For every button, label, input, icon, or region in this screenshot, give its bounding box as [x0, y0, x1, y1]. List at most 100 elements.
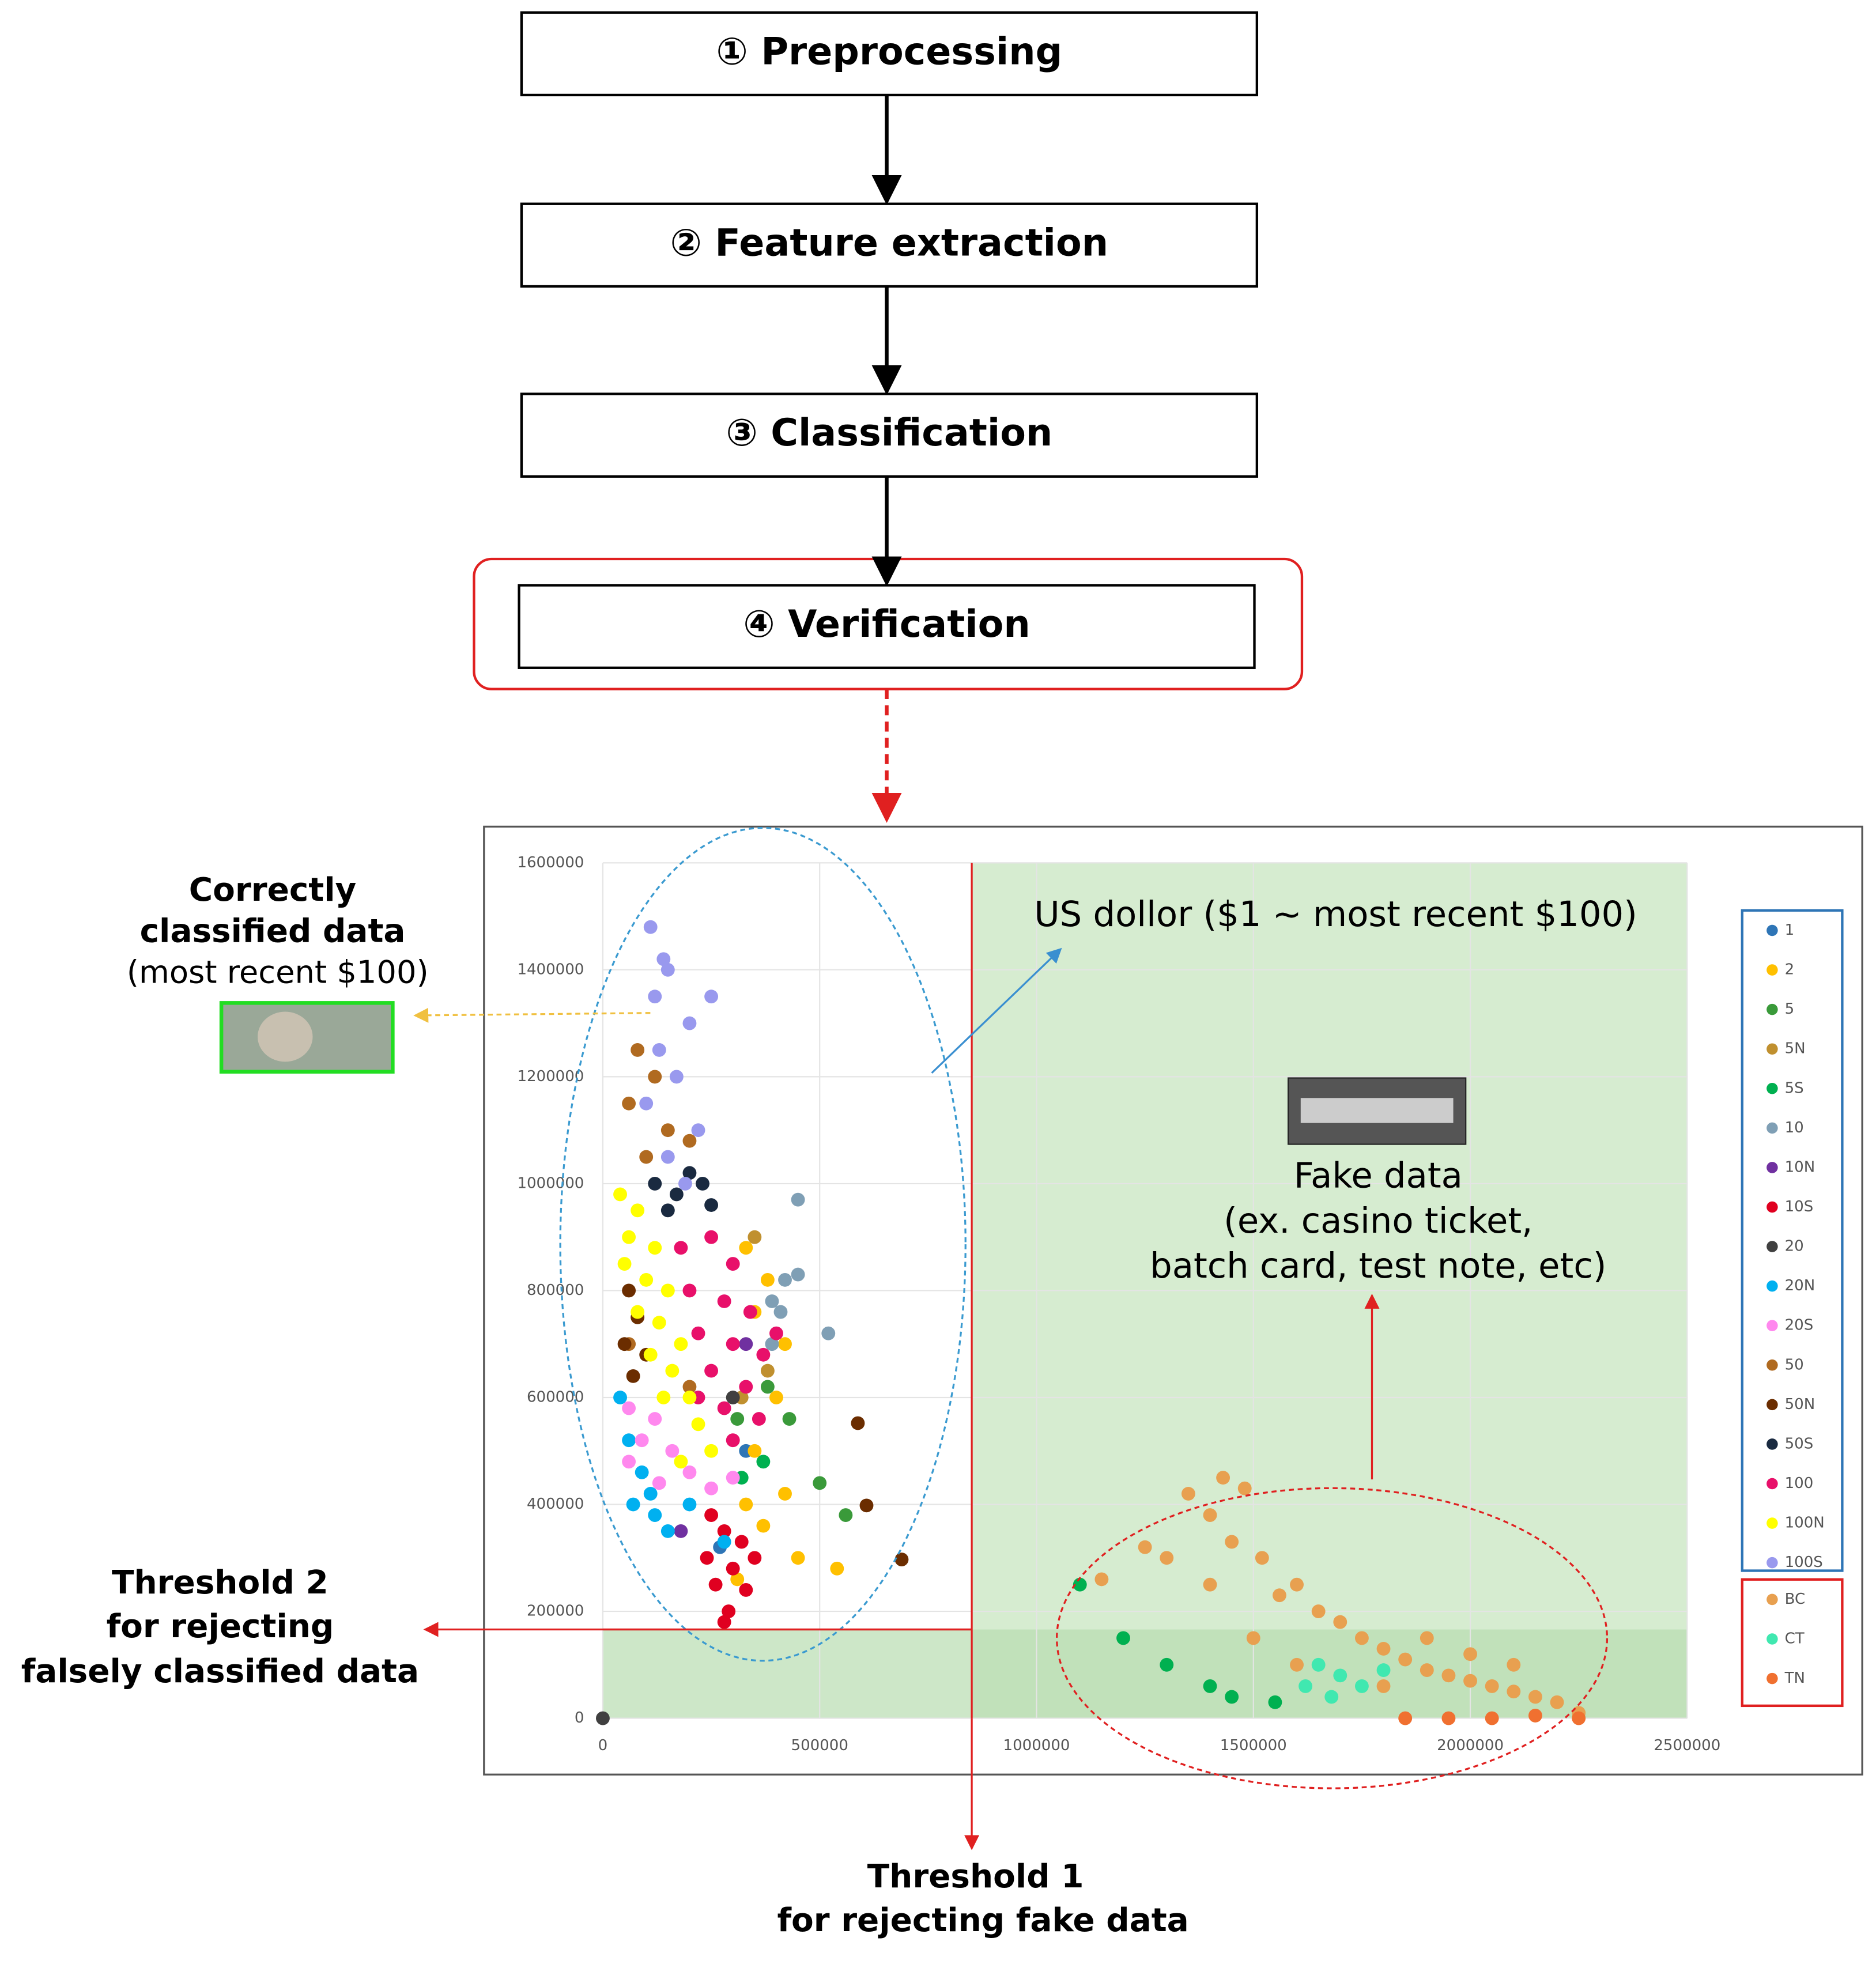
annotations: Correctly classified data (most recent $… [21, 826, 1637, 1939]
data-point [1225, 1535, 1239, 1549]
data-point [734, 1535, 749, 1549]
data-point [639, 1150, 654, 1164]
reject-band [602, 1629, 1688, 1719]
data-point [813, 1476, 827, 1490]
data-point [769, 1391, 783, 1404]
annotation: Threshold 2 [112, 1564, 329, 1602]
legend-label: 10 [1785, 1119, 1804, 1136]
flowchart: ① Preprocessing ② Feature extraction ③ C… [473, 11, 1304, 823]
data-point [648, 1241, 662, 1255]
data-point [756, 1519, 771, 1533]
data-point [748, 1230, 762, 1244]
legend-swatch [1766, 1241, 1778, 1252]
data-point [1420, 1631, 1434, 1645]
data-point [765, 1337, 779, 1351]
data-point [859, 1498, 874, 1513]
data-point [678, 1176, 692, 1191]
data-point [660, 1123, 675, 1138]
data-point [1290, 1577, 1304, 1592]
data-point [639, 1096, 654, 1111]
data-point [682, 1283, 697, 1298]
data-point [1398, 1711, 1413, 1725]
y-tick-label: 200000 [527, 1603, 584, 1620]
legend-label: 10N [1785, 1158, 1815, 1176]
data-point [652, 1043, 666, 1057]
data-point [622, 1230, 636, 1244]
y-tick-label: 1000000 [517, 1174, 584, 1192]
data-point [1216, 1471, 1230, 1485]
legend-swatch [1766, 1162, 1778, 1173]
annotation: falsely classified data [21, 1653, 419, 1690]
data-point [682, 1016, 697, 1030]
legend-label: 5 [1785, 1000, 1795, 1018]
data-point [1572, 1711, 1586, 1725]
data-point [682, 1391, 697, 1404]
plot-area: 0 200000 400000 600000 800000 1000000 1200000 1… [517, 854, 1844, 1754]
x-tick-label: 500000 [791, 1737, 848, 1754]
data-point [1073, 1577, 1087, 1592]
data-point [791, 1192, 805, 1207]
legend-label: 20N [1785, 1277, 1815, 1294]
data-point [622, 1283, 636, 1298]
data-point [648, 1508, 662, 1523]
legend-box [1741, 909, 1844, 1572]
data-point [778, 1337, 792, 1351]
data-point [704, 1444, 719, 1458]
legend-swatch [1766, 1557, 1778, 1569]
data-point [626, 1497, 640, 1512]
legend-label: 10S [1785, 1198, 1814, 1215]
data-point [704, 1508, 719, 1523]
pointer-arrow [931, 947, 1062, 1074]
annotation: (ex. casino ticket, [1224, 1201, 1532, 1241]
annotation: Fake data [1294, 1156, 1463, 1196]
legend-label: 100 [1785, 1475, 1814, 1492]
legend-label: 50S [1785, 1435, 1814, 1452]
data-point [1160, 1551, 1174, 1565]
data-point [1116, 1631, 1130, 1645]
data-point [739, 1497, 753, 1512]
legend-swatch [1766, 1593, 1778, 1606]
legend-swatch [1766, 1438, 1778, 1450]
annotation: Correctly [189, 871, 357, 909]
legend-swatch [1766, 924, 1778, 936]
data-point [648, 1412, 662, 1426]
data-point [1246, 1631, 1260, 1645]
data-point [752, 1412, 766, 1426]
data-point [660, 1203, 675, 1218]
legend-swatch [1766, 1633, 1778, 1645]
data-point [622, 1096, 636, 1111]
data-point [730, 1412, 745, 1426]
data-point [1237, 1481, 1252, 1495]
data-point [830, 1561, 844, 1576]
data-point [1485, 1679, 1499, 1693]
data-point [596, 1711, 610, 1725]
data-point [682, 1380, 697, 1394]
legend-swatch [1766, 1043, 1778, 1055]
data-point [652, 1476, 666, 1490]
data-point [648, 1070, 662, 1084]
data-point [691, 1123, 705, 1138]
data-point [1528, 1709, 1542, 1723]
legend-swatch [1766, 1003, 1778, 1015]
data-point [743, 1305, 757, 1319]
data-point [1160, 1657, 1174, 1672]
data-point [1507, 1657, 1521, 1672]
data-point [1255, 1551, 1269, 1565]
legend-label: CT [1785, 1630, 1805, 1648]
x-tick-label: 1500000 [1220, 1737, 1287, 1754]
data-point [782, 1412, 797, 1426]
data-point [691, 1326, 705, 1340]
data-point [717, 1294, 731, 1308]
data-point [1354, 1631, 1369, 1645]
y-tick-label: 1600000 [517, 854, 584, 871]
legend-label: 50N [1785, 1396, 1815, 1413]
y-tick-label: 0 [575, 1709, 584, 1727]
data-point [1268, 1695, 1282, 1709]
data-point [704, 1481, 719, 1495]
data-point [1376, 1679, 1391, 1693]
legend-label: 50 [1785, 1356, 1804, 1373]
data-point [704, 989, 719, 1004]
legend-label: 20S [1785, 1317, 1814, 1334]
legend-swatch [1766, 1201, 1778, 1213]
y-tick-label: 600000 [527, 1388, 584, 1406]
